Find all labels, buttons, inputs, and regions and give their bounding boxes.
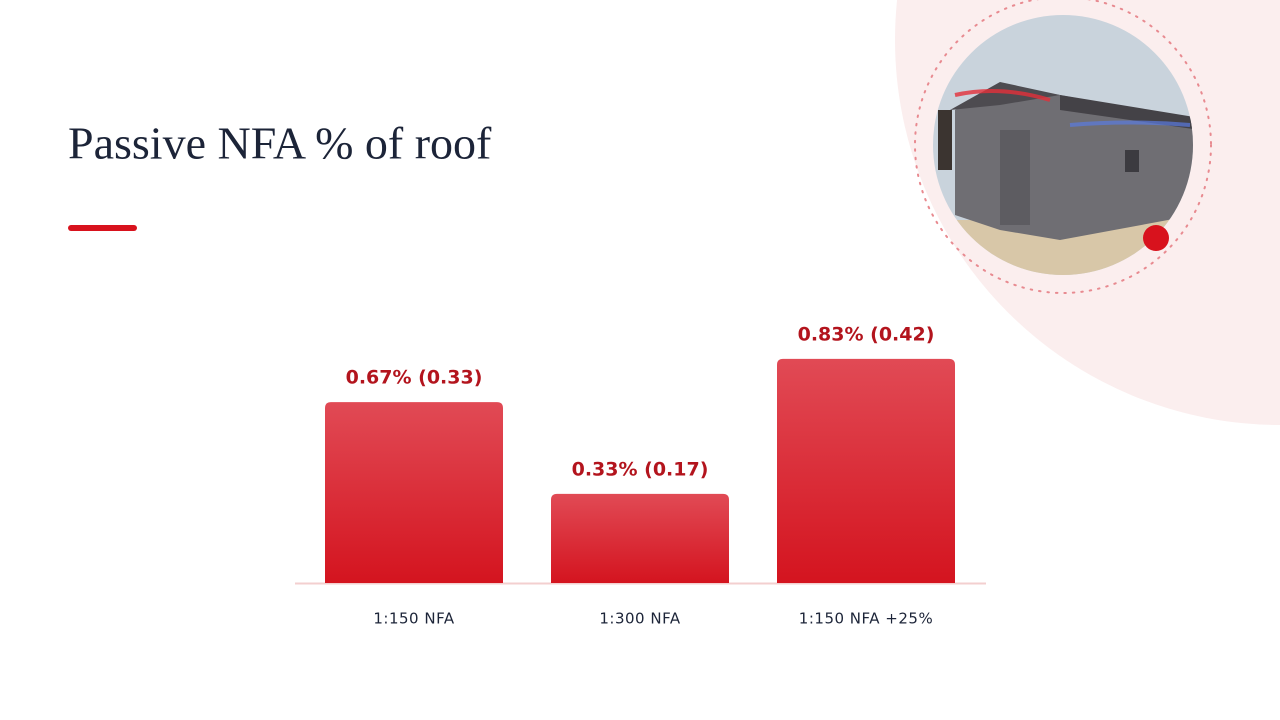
- bar: [777, 358, 955, 583]
- x-tick-label: 1:300 NFA: [599, 610, 680, 628]
- value-label: 0.67% (0.33): [346, 367, 483, 389]
- dotted-ring: [914, 0, 1212, 294]
- bar: [551, 493, 729, 583]
- x-tick-label: 1:150 NFA +25%: [799, 610, 933, 628]
- bar: [325, 402, 503, 583]
- value-label: 0.33% (0.17): [572, 458, 709, 480]
- value-label: 0.83% (0.42): [798, 323, 935, 345]
- title-underline: [68, 225, 137, 231]
- chart-title: Passive NFA % of roof: [68, 118, 492, 169]
- accent-dot: [1143, 225, 1169, 251]
- x-tick-label: 1:150 NFA: [373, 610, 454, 628]
